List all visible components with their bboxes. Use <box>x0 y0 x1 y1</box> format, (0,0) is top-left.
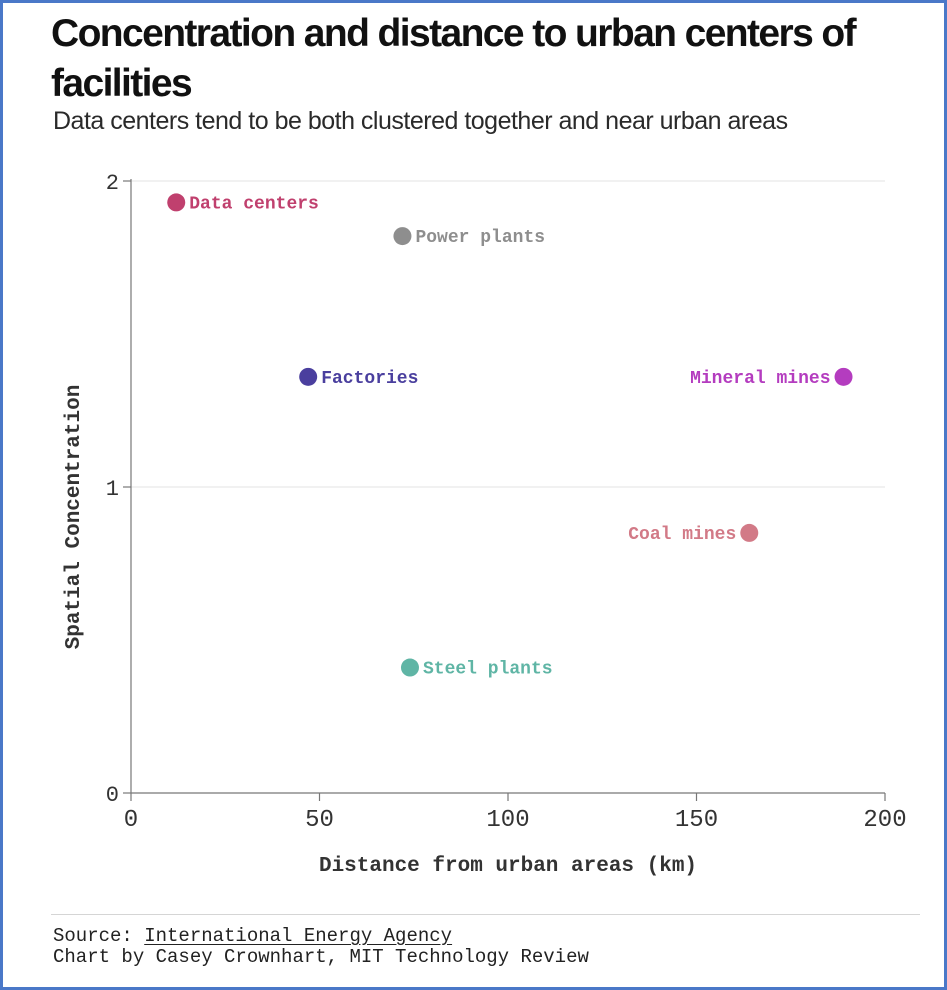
y-tick-label-0: 0 <box>106 783 119 808</box>
point-factories <box>299 367 318 386</box>
point-label-power-plants: Power plants <box>415 228 545 248</box>
point-label-factories: Factories <box>321 369 418 389</box>
point-label-data-centers: Data centers <box>189 194 319 214</box>
scatter-plot: 0 1 2 0 50 100 150 200 Distance from urban areas… <box>63 171 907 878</box>
point-data-centers <box>167 193 186 212</box>
chart-title: Concentration and distance to urban cent… <box>51 12 857 105</box>
source-link[interactable]: International Energy Agency <box>144 925 453 947</box>
y-axis-title: Spatial Concentration <box>63 385 86 650</box>
y-tick-label-2: 2 <box>106 171 119 196</box>
chart-subtitle: Data centers tend to be both clustered t… <box>53 107 788 135</box>
x-tick-label-100: 100 <box>486 807 529 834</box>
point-label-mineral-mines: Mineral mines <box>690 369 830 389</box>
chart-footer: Source: International Energy Agency Char… <box>53 926 589 968</box>
x-tick-label-150: 150 <box>675 807 718 834</box>
point-coal-mines <box>740 523 759 542</box>
x-axis-title: Distance from urban areas (km) <box>319 855 697 878</box>
credit-line: Chart by Casey Crownhart, MIT Technology… <box>53 946 589 968</box>
x-tick-label-50: 50 <box>305 807 334 834</box>
x-tick-label-0: 0 <box>124 807 138 834</box>
footer-divider <box>51 914 920 915</box>
point-label-coal-mines: Coal mines <box>628 525 736 545</box>
x-tick-label-200: 200 <box>863 807 906 834</box>
source-prefix: Source: <box>53 925 145 947</box>
point-mineral-mines <box>834 367 853 386</box>
source-line: Source: International Energy Agency <box>53 926 589 947</box>
point-label-steel-plants: Steel plants <box>423 660 553 680</box>
y-tick-label-1: 1 <box>106 477 119 502</box>
point-steel-plants <box>400 658 419 677</box>
point-power-plants <box>393 227 412 246</box>
